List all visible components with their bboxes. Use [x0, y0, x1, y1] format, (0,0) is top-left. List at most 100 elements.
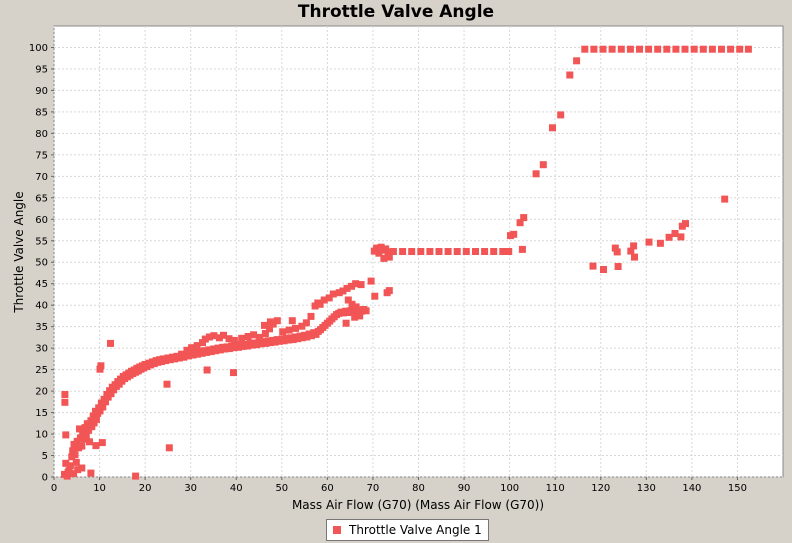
data-point — [539, 161, 547, 169]
data-point — [99, 403, 107, 411]
data-point — [557, 111, 565, 119]
grid-lines — [53, 26, 783, 478]
data-point — [727, 45, 735, 53]
data-point — [102, 398, 109, 406]
data-point — [298, 322, 306, 330]
y-tick-label: 100 — [29, 43, 48, 54]
legend-label: Throttle Valve Angle 1 — [349, 523, 482, 537]
data-point — [665, 233, 673, 241]
data-point — [78, 464, 86, 472]
data-point — [220, 331, 227, 339]
chart-title: Throttle Valve Angle — [297, 2, 495, 22]
data-point — [516, 219, 524, 227]
data-point — [681, 45, 689, 53]
data-point — [549, 124, 556, 132]
data-point — [385, 253, 393, 261]
data-point — [205, 333, 213, 341]
data-point — [92, 415, 100, 423]
x-tick-label: 40 — [230, 483, 243, 494]
data-point — [499, 248, 507, 255]
data-point — [718, 45, 725, 53]
data-point — [273, 317, 281, 325]
data-point — [98, 439, 106, 447]
y-tick-label: 20 — [35, 387, 48, 398]
data-point — [320, 296, 328, 304]
legend: Throttle Valve Angle 1 — [326, 519, 489, 541]
data-point — [380, 254, 388, 262]
data-point — [627, 247, 635, 255]
data-point — [721, 195, 729, 203]
data-point — [645, 238, 653, 246]
data-point — [96, 407, 104, 415]
data-point — [62, 431, 70, 439]
data-point — [76, 434, 84, 442]
data-point — [325, 294, 333, 302]
data-point — [256, 333, 264, 341]
data-point — [71, 451, 79, 459]
data-point — [82, 432, 90, 440]
y-tick-label: 35 — [35, 322, 48, 333]
data-point — [61, 391, 69, 398]
data-point — [426, 248, 434, 255]
data-point — [613, 248, 621, 256]
data-point — [61, 398, 69, 406]
y-tick-label: 85 — [35, 107, 48, 118]
data-point — [78, 442, 86, 450]
x-tick-label: 50 — [275, 483, 288, 494]
data-point — [481, 248, 489, 255]
data-point — [66, 462, 74, 470]
data-point — [107, 390, 115, 398]
data-point — [645, 45, 653, 53]
data-point — [74, 466, 82, 474]
data-point — [178, 350, 186, 358]
data-point — [163, 380, 171, 388]
data-point — [581, 45, 589, 53]
x-tick-label: 60 — [321, 483, 334, 494]
data-point — [608, 45, 616, 53]
y-tick-label: 0 — [42, 473, 48, 484]
y-tick-label: 5 — [42, 451, 48, 462]
y-tick-label: 80 — [35, 129, 48, 140]
data-point — [636, 45, 643, 53]
y-tick-label: 15 — [35, 408, 48, 419]
data-point — [63, 472, 71, 480]
data-point — [92, 442, 100, 450]
data-point — [677, 233, 685, 241]
data-point — [69, 447, 77, 455]
data-point — [373, 244, 381, 252]
data-point — [356, 312, 364, 320]
data-point — [266, 325, 273, 333]
data-point — [520, 214, 528, 222]
data-point — [79, 428, 87, 436]
x-axis-label: Mass Air Flow (G70) (Mass Air Flow (G70)… — [292, 498, 544, 512]
data-point — [510, 230, 518, 238]
data-point — [302, 319, 310, 327]
data-point — [444, 248, 452, 255]
data-point — [590, 45, 598, 53]
data-point — [193, 342, 201, 350]
x-tick-label: 20 — [139, 483, 152, 494]
data-point — [348, 300, 356, 308]
y-tick-label: 25 — [35, 365, 48, 376]
data-point — [316, 300, 324, 308]
data-point — [626, 45, 634, 53]
data-point — [589, 262, 597, 270]
data-point — [250, 331, 258, 339]
data-point — [70, 470, 78, 478]
x-tick-label: 80 — [412, 483, 425, 494]
data-point — [672, 45, 680, 53]
legend-marker-icon — [333, 526, 341, 534]
data-point — [682, 220, 689, 228]
x-tick-label: 90 — [458, 483, 471, 494]
data-point — [617, 45, 625, 53]
x-tick-label: 70 — [367, 483, 380, 494]
x-tick-label: 140 — [682, 483, 701, 494]
data-point — [188, 344, 196, 352]
data-point — [708, 45, 716, 53]
data-point — [215, 334, 223, 342]
data-point — [348, 282, 355, 290]
x-tick-label: 10 — [93, 483, 106, 494]
data-points — [61, 45, 752, 480]
data-point — [132, 472, 140, 480]
